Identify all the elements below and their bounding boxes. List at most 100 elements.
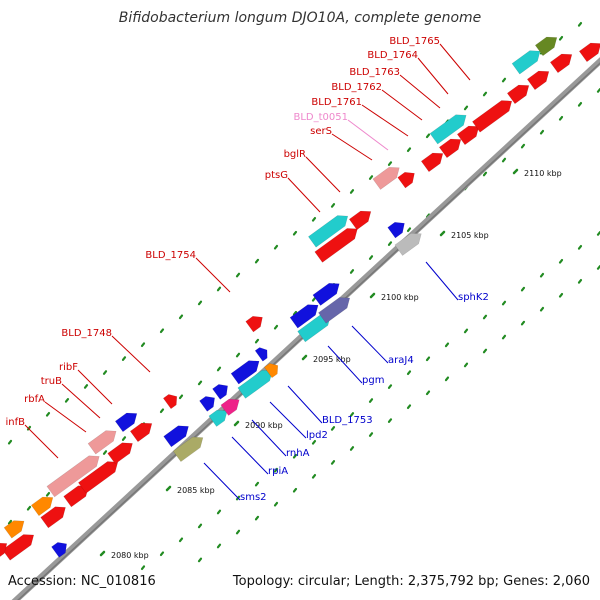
tick-mark xyxy=(539,306,545,312)
tick-mark xyxy=(558,292,564,298)
forward-gene-arrow[interactable] xyxy=(506,80,532,105)
tick-mark xyxy=(330,460,336,465)
reverse-gene-arrow[interactable] xyxy=(312,279,343,306)
forward-gene-arrow[interactable] xyxy=(314,224,361,263)
forward-gene-label[interactable]: BLD_1754 xyxy=(145,250,196,261)
tick-mark xyxy=(311,439,317,445)
forward-gene-label[interactable]: infB xyxy=(6,417,26,428)
forward-gene-arrow[interactable] xyxy=(3,516,28,539)
tick-mark xyxy=(406,370,412,376)
forward-gene-label[interactable]: BLD_1748 xyxy=(61,328,112,339)
forward-gene-arrow[interactable] xyxy=(511,46,544,75)
forward-gene-label[interactable]: BLD_1763 xyxy=(349,67,400,78)
forward-gene-arrow[interactable] xyxy=(162,391,180,410)
forward-gene-arrow[interactable] xyxy=(420,148,446,173)
scale-tick xyxy=(99,550,106,557)
forward-gene-arrow[interactable] xyxy=(578,38,600,63)
forward-gene-arrow[interactable] xyxy=(549,49,575,74)
reverse-gene-arrow[interactable] xyxy=(254,345,271,362)
scale-tick xyxy=(512,168,519,175)
forward-gene-label[interactable]: BLD_1765 xyxy=(389,36,440,47)
tick-mark xyxy=(45,491,51,497)
forward-gene-arrow[interactable] xyxy=(308,211,351,248)
tick-mark xyxy=(178,537,184,543)
forward-gene-label[interactable]: ptsG xyxy=(265,170,288,181)
forward-gene-arrow[interactable] xyxy=(87,426,120,455)
tick-mark xyxy=(7,439,13,445)
tick-mark xyxy=(463,328,469,334)
reverse-gene-arrow[interactable] xyxy=(172,432,207,463)
tick-mark xyxy=(520,286,526,292)
tick-mark xyxy=(520,320,526,326)
reverse-gene-arrow[interactable] xyxy=(230,356,263,385)
forward-gene-arrow[interactable] xyxy=(114,408,140,433)
reverse-gene-arrow[interactable] xyxy=(163,421,193,448)
forward-gene-label[interactable]: ribF xyxy=(59,362,78,373)
tick-mark xyxy=(444,342,450,348)
tick-mark xyxy=(292,487,298,493)
tick-mark xyxy=(444,376,450,382)
reverse-gene-label[interactable]: rnhA xyxy=(286,448,310,459)
tick-mark xyxy=(539,272,545,278)
reverse-gene-arrow[interactable] xyxy=(51,539,71,558)
tick-mark xyxy=(406,404,412,410)
tick-mark xyxy=(368,175,374,180)
rna-gene-label[interactable]: BLD_t0051 xyxy=(293,112,348,123)
reverse-gene-label[interactable]: araJ4 xyxy=(388,355,414,366)
forward-gene-arrow[interactable] xyxy=(534,32,560,57)
reverse-gene-arrow[interactable] xyxy=(220,394,243,416)
forward-gene-arrow[interactable] xyxy=(526,66,552,91)
forward-gene-arrow[interactable] xyxy=(456,121,482,146)
forward-gene-arrow[interactable] xyxy=(472,96,515,133)
forward-gene-label[interactable]: BLD_1762 xyxy=(331,82,382,93)
tick-mark xyxy=(482,314,488,320)
reverse-gene-label-leader xyxy=(351,325,389,364)
tick-mark xyxy=(254,481,260,487)
tick-mark xyxy=(26,425,32,431)
forward-gene-arrow[interactable] xyxy=(78,457,121,494)
forward-gene-arrow[interactable] xyxy=(348,206,374,231)
forward-gene-label[interactable]: rbfA xyxy=(24,394,45,405)
forward-gene-label[interactable]: BLD_1764 xyxy=(367,50,418,61)
reverse-gene-arrow[interactable] xyxy=(208,405,231,427)
reverse-gene-label[interactable]: sphK2 xyxy=(458,292,489,303)
reverse-gene-label[interactable]: BLD_1753 xyxy=(322,415,373,426)
reverse-gene-arrow[interactable] xyxy=(318,293,353,324)
forward-gene-arrow[interactable] xyxy=(40,502,70,529)
reverse-gene-arrow[interactable] xyxy=(289,300,322,329)
forward-gene-arrow[interactable] xyxy=(30,492,56,517)
tick-mark xyxy=(387,241,393,246)
forward-gene-arrow[interactable] xyxy=(0,538,11,563)
tick-mark xyxy=(330,203,336,208)
tick-mark xyxy=(216,543,222,549)
forward-gene-label-leader xyxy=(439,43,471,81)
forward-gene-arrow[interactable] xyxy=(46,451,103,498)
tick-mark xyxy=(349,269,355,274)
forward-gene-arrow[interactable] xyxy=(245,312,267,333)
reverse-gene-label[interactable]: rpiA xyxy=(268,466,288,477)
genome-backbone-edge xyxy=(17,62,600,600)
forward-gene-arrow[interactable] xyxy=(107,438,137,465)
tick-mark xyxy=(368,255,374,260)
forward-gene-label[interactable]: truB xyxy=(41,376,62,387)
forward-gene-arrow[interactable] xyxy=(372,163,403,190)
forward-gene-arrow[interactable] xyxy=(129,418,155,443)
reverse-gene-arrow[interactable] xyxy=(387,218,409,239)
reverse-gene-label[interactable]: lpd2 xyxy=(306,430,328,441)
forward-gene-arrow[interactable] xyxy=(397,168,419,189)
forward-gene-label[interactable]: bglR xyxy=(284,149,306,160)
reverse-gene-arrow[interactable] xyxy=(212,381,232,400)
forward-gene-label[interactable]: BLD_1761 xyxy=(311,97,362,108)
reverse-gene-arrow[interactable] xyxy=(199,393,219,412)
forward-gene-label[interactable]: serS xyxy=(310,126,332,137)
reverse-gene-arrow[interactable] xyxy=(263,360,281,379)
forward-gene-arrow[interactable] xyxy=(429,110,470,145)
forward-gene-arrow[interactable] xyxy=(2,530,37,561)
reverse-gene-label[interactable]: sms2 xyxy=(240,492,267,503)
forward-gene-arrow[interactable] xyxy=(438,134,464,159)
tick-mark xyxy=(292,310,298,316)
reverse-gene-arrow[interactable] xyxy=(394,229,425,256)
reverse-gene-label[interactable]: pgm xyxy=(362,375,384,386)
